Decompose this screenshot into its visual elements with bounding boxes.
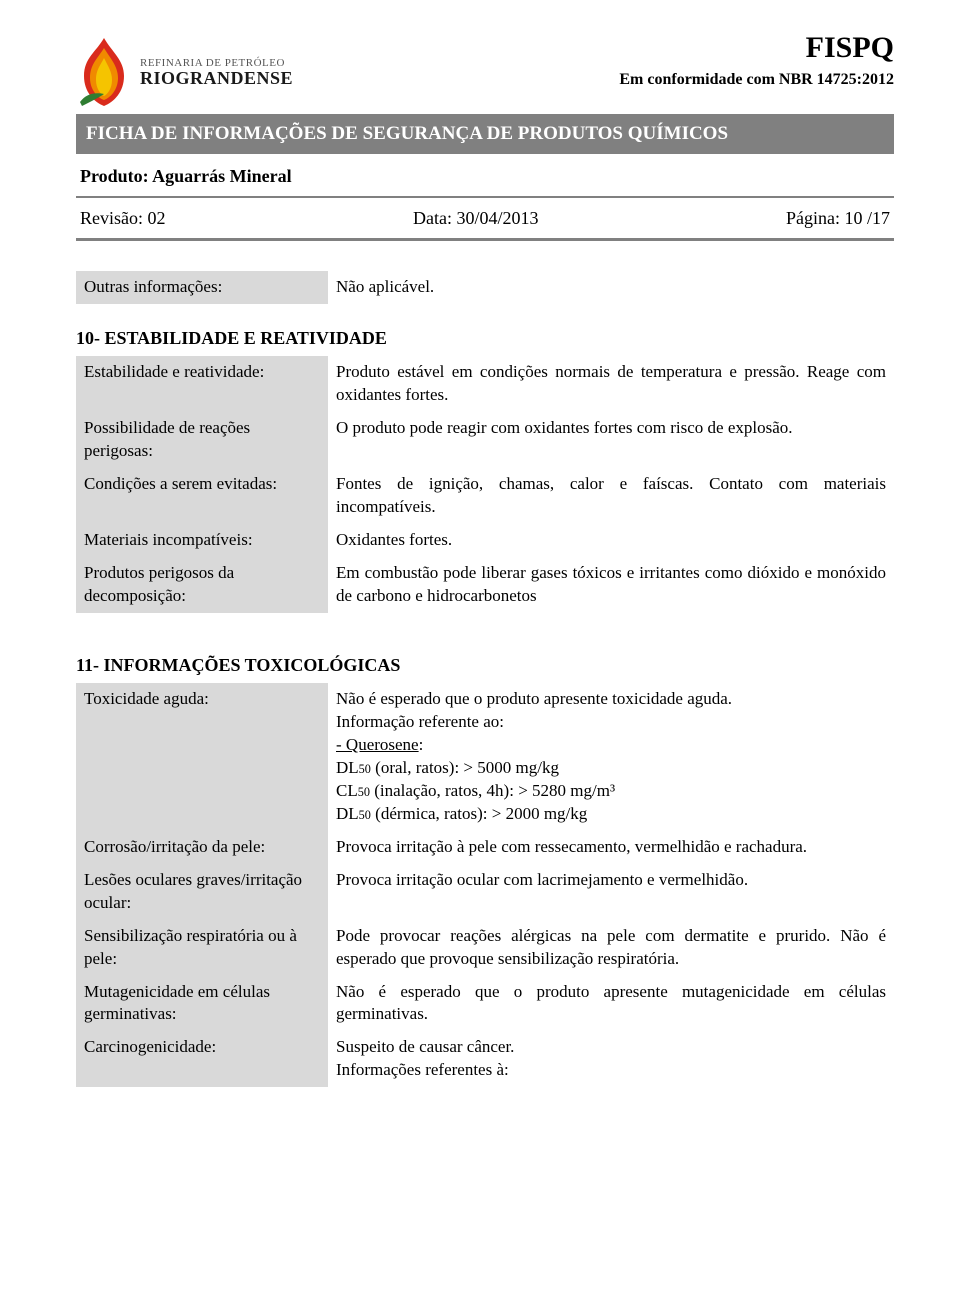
cell-key: Produtos perigosos da decomposição: [76,557,328,613]
table-row: Outras informações: Não aplicável. [76,271,894,304]
value-line: Informações referentes à: [336,1059,886,1082]
table-row: Toxicidade aguda: Não é esperado que o pr… [76,683,894,831]
value-line: - Querosene: [336,734,886,757]
table-row: Possibilidade de reações perigosas:O pro… [76,412,894,468]
cell-value: Não é esperado que o produto apresente t… [328,683,894,831]
value-line: DL50 (oral, ratos): > 5000 mg/kg [336,757,886,780]
cell-key: Carcinogenicidade: [76,1031,328,1087]
cell-value: Provoca irritação ocular com lacrimejame… [328,864,894,920]
table-row: Carcinogenicidade:Suspeito de causar cân… [76,1031,894,1087]
flame-icon [76,36,132,108]
cell-value: Não é esperado que o produto apresente m… [328,976,894,1032]
section11-table: Toxicidade aguda: Não é esperado que o pr… [76,683,894,1087]
header-top: REFINARIA DE PETRÓLEO RIOGRANDENSE FISPQ… [76,28,894,108]
value-line: Informação referente ao: [336,711,886,734]
section10-table: Estabilidade e reatividade:Produto estáv… [76,356,894,612]
table-row: Mutagenicidade em células germinativas:N… [76,976,894,1032]
cell-value: O produto pode reagir com oxidantes fort… [328,412,894,468]
value-line: Suspeito de causar câncer. [336,1036,886,1059]
logo-block: REFINARIA DE PETRÓLEO RIOGRANDENSE [76,36,293,108]
spacer [76,241,894,271]
cell-value: Provoca irritação à pele com ressecament… [328,831,894,864]
section11-title: 11- INFORMAÇÕES TOXICOLÓGICAS [76,653,894,677]
cell-key: Materiais incompatíveis: [76,524,328,557]
doc-conformity: Em conformidade com NBR 14725:2012 [619,69,894,91]
cell-value: Pode provocar reações alérgicas na pele … [328,920,894,976]
cell-value: Oxidantes fortes. [328,524,894,557]
doc-acronym: FISPQ [619,28,894,69]
value-line: Não é esperado que o produto apresente t… [336,688,886,711]
cell-key: Toxicidade aguda: [76,683,328,831]
cell-key: Sensibilização respiratória ou à pele: [76,920,328,976]
section9-tail-table: Outras informações: Não aplicável. [76,271,894,304]
brand-line1: REFINARIA DE PETRÓLEO [140,58,293,69]
cell-key: Estabilidade e reatividade: [76,356,328,412]
cell-value: Produto estável em condições normais de … [328,356,894,412]
cell-value: Fontes de ignição, chamas, calor e faísc… [328,468,894,524]
date: Data: 30/04/2013 [413,206,538,230]
table-row: Condições a serem evitadas:Fontes de ign… [76,468,894,524]
cell-key: Condições a serem evitadas: [76,468,328,524]
value-line: CL50 (inalação, ratos, 4h): > 5280 mg/m³ [336,780,886,803]
brand-line2: RIOGRANDENSE [140,69,293,87]
cell-value: Em combustão pode liberar gases tóxicos … [328,557,894,613]
table-row: Lesões oculares graves/irritação ocular:… [76,864,894,920]
cell-key: Outras informações: [76,271,328,304]
cell-key: Possibilidade de reações perigosas: [76,412,328,468]
title-bar: FICHA DE INFORMAÇÕES DE SEGURANÇA DE PRO… [76,114,894,154]
revision: Revisão: 02 [80,206,166,230]
cell-value: Suspeito de causar câncer.Informações re… [328,1031,894,1087]
page-number: Página: 10 /17 [786,206,890,230]
product-row: Produto: Aguarrás Mineral [76,154,894,198]
brand-text: REFINARIA DE PETRÓLEO RIOGRANDENSE [140,58,293,87]
spacer [76,613,894,631]
table-row: Corrosão/irritação da pele:Provoca irrit… [76,831,894,864]
page: REFINARIA DE PETRÓLEO RIOGRANDENSE FISPQ… [0,0,960,1127]
value-line: DL50 (dérmica, ratos): > 2000 mg/kg [336,803,886,826]
table-row: Materiais incompatíveis:Oxidantes fortes… [76,524,894,557]
cell-key: Corrosão/irritação da pele: [76,831,328,864]
cell-key: Mutagenicidade em células germinativas: [76,976,328,1032]
cell-key: Lesões oculares graves/irritação ocular: [76,864,328,920]
section10-title: 10- ESTABILIDADE E REATIVIDADE [76,326,894,350]
revision-row: Revisão: 02 Data: 30/04/2013 Página: 10 … [76,198,894,241]
cell-value: Não aplicável. [328,271,894,304]
table-row: Sensibilização respiratória ou à pele:Po… [76,920,894,976]
header-right: FISPQ Em conformidade com NBR 14725:2012 [619,28,894,90]
table-row: Estabilidade e reatividade:Produto estáv… [76,356,894,412]
table-row: Produtos perigosos da decomposição:Em co… [76,557,894,613]
